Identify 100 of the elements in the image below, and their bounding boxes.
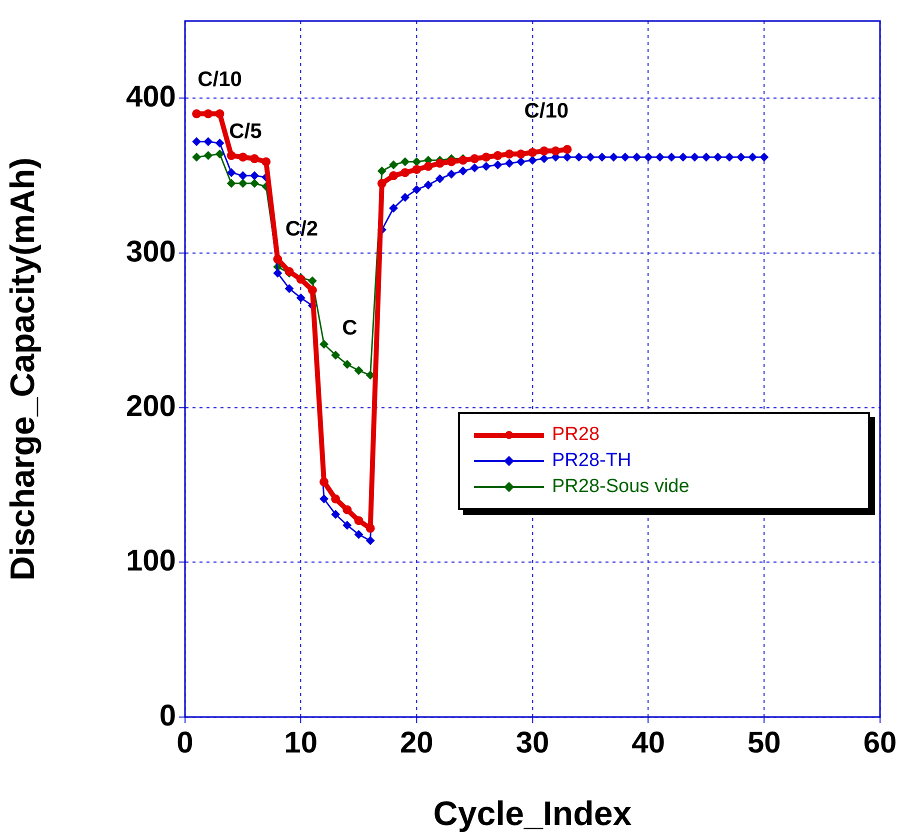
point <box>215 138 224 148</box>
point <box>586 152 595 162</box>
point <box>366 524 375 533</box>
point <box>354 530 364 539</box>
x-tick-label: 20 <box>400 726 434 760</box>
point <box>238 178 248 188</box>
point <box>204 151 213 160</box>
annotation: C/2 <box>285 218 318 241</box>
point <box>598 152 606 162</box>
point <box>702 152 711 162</box>
point <box>204 109 213 118</box>
point <box>238 152 248 162</box>
point <box>446 157 456 166</box>
point <box>562 152 572 162</box>
point <box>342 520 352 530</box>
legend-label: PR28-Sous vide <box>552 476 690 498</box>
point <box>504 150 514 159</box>
point <box>470 163 480 172</box>
point <box>226 178 236 188</box>
annotation: C/10 <box>524 99 569 122</box>
point <box>320 340 328 349</box>
point <box>296 293 306 302</box>
point <box>400 157 410 166</box>
point <box>226 151 236 160</box>
point <box>424 162 433 171</box>
point <box>632 152 642 162</box>
point <box>528 148 537 157</box>
point <box>354 366 364 376</box>
point <box>308 276 317 286</box>
point <box>493 160 502 170</box>
point <box>273 268 282 278</box>
annotation: C <box>342 316 358 340</box>
point <box>377 166 386 176</box>
point <box>667 152 676 162</box>
point <box>389 204 398 213</box>
point <box>389 160 398 170</box>
point <box>724 152 734 162</box>
point <box>412 185 422 194</box>
point <box>342 505 352 514</box>
x-axis-title: Cycle_Index <box>433 794 632 833</box>
y-tick-label: 100 <box>126 544 176 578</box>
x-tick-label: 30 <box>516 726 550 760</box>
point <box>262 157 271 166</box>
point <box>540 154 549 164</box>
point <box>412 164 422 174</box>
point <box>736 152 746 162</box>
point <box>389 171 398 180</box>
y-tick-label: 300 <box>126 235 176 268</box>
point <box>342 360 352 369</box>
point <box>331 350 340 360</box>
point <box>748 152 758 162</box>
point <box>470 154 480 164</box>
point <box>366 536 375 546</box>
point <box>400 168 410 178</box>
point <box>273 254 282 264</box>
legend-label: PR28 <box>552 424 600 446</box>
point <box>482 162 491 171</box>
point <box>435 174 444 184</box>
point <box>331 494 340 504</box>
point <box>435 158 444 168</box>
legend-label: PR28-TH <box>552 450 632 472</box>
point <box>192 137 202 146</box>
point <box>644 152 653 162</box>
y-tick-label: 200 <box>126 390 176 423</box>
point <box>250 154 259 164</box>
point <box>458 166 468 176</box>
point <box>504 158 514 168</box>
y-tick-label: 400 <box>126 80 176 114</box>
y-tick-label: 0 <box>159 699 176 732</box>
x-tick-label: 50 <box>747 726 781 760</box>
point <box>678 152 688 162</box>
point <box>400 192 410 202</box>
point <box>215 150 224 159</box>
point <box>308 286 317 295</box>
point <box>528 156 537 165</box>
point <box>482 152 491 162</box>
point <box>204 137 213 146</box>
point <box>192 152 202 162</box>
point <box>609 152 618 162</box>
point <box>250 178 259 188</box>
x-tick-label: 40 <box>632 726 666 760</box>
point <box>540 146 549 156</box>
point <box>493 151 502 160</box>
point <box>320 494 328 504</box>
point <box>412 157 422 166</box>
point <box>551 146 560 156</box>
point <box>574 152 584 162</box>
annotation: C/10 <box>198 68 242 91</box>
point <box>655 152 664 162</box>
x-tick-label: 60 <box>863 726 897 760</box>
point <box>690 152 700 162</box>
point <box>284 284 294 294</box>
point <box>250 171 259 180</box>
point <box>424 180 433 190</box>
point <box>516 157 526 166</box>
point <box>620 152 630 162</box>
y-axis-title: Discharge_Capacity(mAh) <box>4 157 42 581</box>
point <box>446 170 456 179</box>
point <box>226 168 236 178</box>
annotation: C/5 <box>229 120 262 144</box>
